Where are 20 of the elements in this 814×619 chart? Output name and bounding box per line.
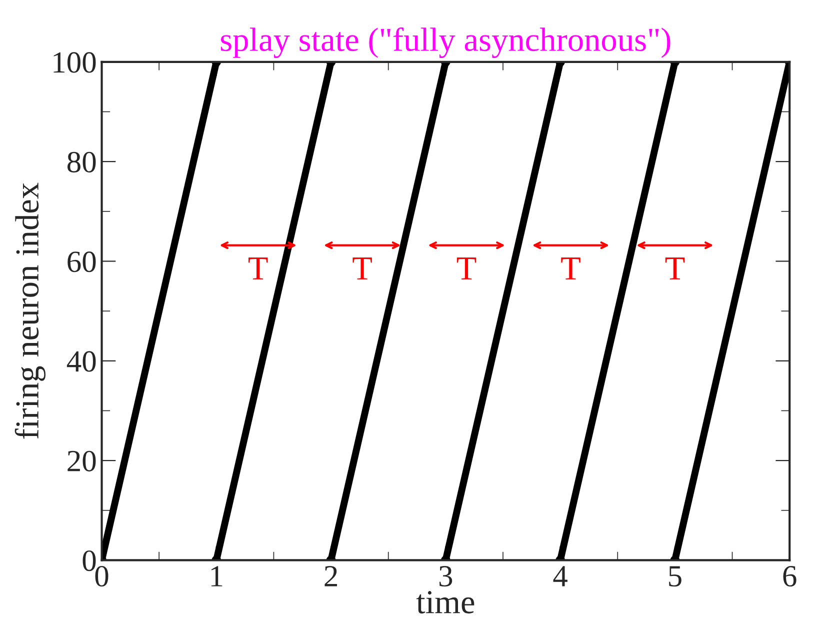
y-tick-label: 100 <box>54 52 96 73</box>
y-tick-label: 0 <box>82 550 96 572</box>
chart-title: splay state ("fully asynchronous") <box>220 27 670 58</box>
y-tick-label: 60 <box>68 252 96 272</box>
x-tick-label: 1 <box>211 566 222 586</box>
y-tick-label: 40 <box>66 351 96 372</box>
y-tick-label: 20 <box>68 450 96 472</box>
y-axis-title: firing neuron index <box>14 182 46 439</box>
x-tick-label: 3 <box>439 566 452 587</box>
annotation: T <box>665 258 685 280</box>
annotation: T <box>456 258 476 280</box>
x-tick-label: 2 <box>324 566 337 586</box>
annotation: T <box>352 258 372 280</box>
x-tick-label: 6 <box>783 566 796 587</box>
x-tick-label: 5 <box>669 566 682 587</box>
annotation: T <box>561 258 580 280</box>
x-axis-title: time <box>416 591 474 614</box>
annotation: T <box>248 258 268 280</box>
x-tick-label: 4 <box>553 566 568 586</box>
y-tick-label: 80 <box>68 152 96 172</box>
